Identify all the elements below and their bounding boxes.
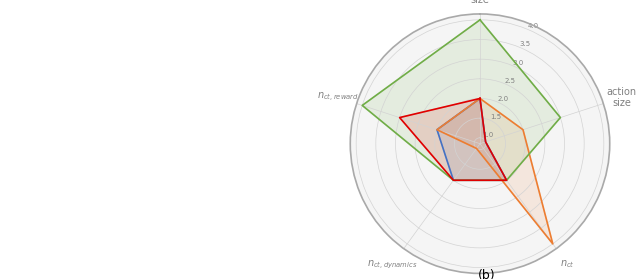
- OberstSepsisEnv: [358, 104, 366, 107]
- AhnChemoEnv: [433, 128, 441, 131]
- Polygon shape: [362, 20, 561, 180]
- OberstSepsisEnv: [476, 18, 484, 21]
- OberstSepsisEnv: [503, 179, 511, 182]
- GhaffariCancerEnv: [519, 128, 527, 131]
- SimGlucoseEnv: [482, 140, 490, 143]
- SimGlucoseEnv: [396, 116, 403, 119]
- Line: GhaffariCancerEnv: GhaffariCancerEnv: [437, 98, 553, 244]
- OberstSepsisEnv: [557, 116, 564, 119]
- AhnChemoEnv: [482, 140, 490, 143]
- GhaffariCancerEnv: [549, 242, 557, 246]
- Line: AhnChemoEnv: AhnChemoEnv: [437, 98, 507, 180]
- SimGlucoseEnv: [476, 97, 484, 100]
- SimGlucoseEnv: [503, 179, 511, 182]
- OberstSepsisEnv: [476, 18, 484, 21]
- SimGlucoseEnv: [449, 179, 457, 182]
- SimGlucoseEnv: [476, 97, 484, 100]
- OberstSepsisEnv: [449, 179, 457, 182]
- AhnChemoEnv: [449, 179, 457, 182]
- Line: SimGlucoseEnv: SimGlucoseEnv: [399, 98, 507, 180]
- GhaffariCancerEnv: [473, 147, 481, 150]
- GhaffariCancerEnv: [476, 97, 484, 100]
- AhnChemoEnv: [503, 179, 511, 182]
- GhaffariCancerEnv: [433, 128, 441, 131]
- Line: OberstSepsisEnv: OberstSepsisEnv: [362, 20, 561, 180]
- AhnChemoEnv: [476, 97, 484, 100]
- GhaffariCancerEnv: [476, 97, 484, 100]
- Text: (b): (b): [477, 269, 495, 279]
- AhnChemoEnv: [476, 97, 484, 100]
- Polygon shape: [437, 98, 553, 244]
- Polygon shape: [399, 98, 507, 180]
- Polygon shape: [437, 98, 507, 180]
